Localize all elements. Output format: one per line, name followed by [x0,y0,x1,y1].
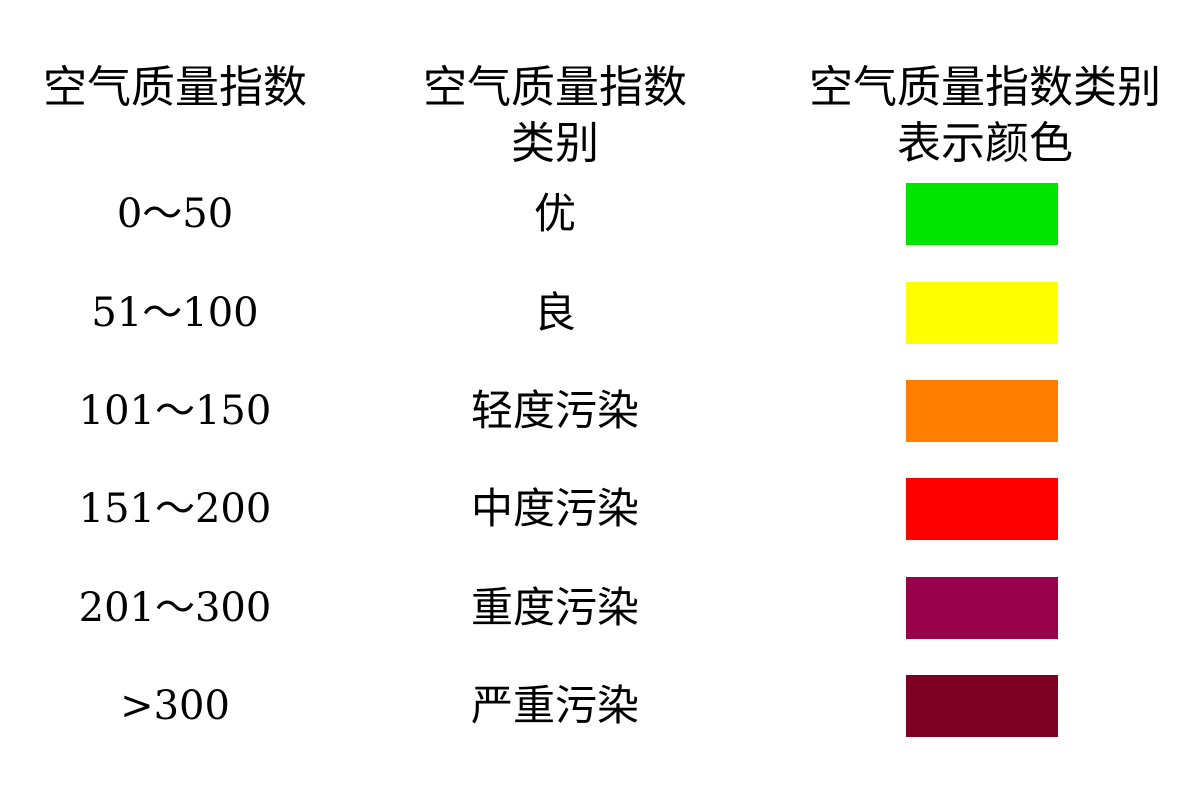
header-category-color: 空气质量指数类别 表示颜色 [809,62,1161,169]
aqi-category-cell: 轻度污染 [470,386,639,435]
aqi-range-cell: 0～50 [116,191,234,237]
table-row: 151～200 中度污染 [0,477,1200,541]
category-color-swatch [906,577,1058,639]
aqi-category-cell: 严重污染 [470,681,639,730]
header-aqi-range: 空气质量指数 [43,62,307,113]
aqi-range-cell: 151～200 [78,486,272,532]
aqi-category-cell: 重度污染 [470,583,639,632]
aqi-category-cell: 优 [533,189,576,238]
table-row: 51～100 良 [0,281,1200,345]
table-row: >300 严重污染 [0,674,1200,738]
aqi-range-cell: 51～100 [91,290,259,336]
aqi-range-cell: >300 [120,683,230,729]
aqi-range-cell: 101～150 [78,388,272,434]
category-color-swatch [906,675,1058,737]
table-row: 201～300 重度污染 [0,576,1200,640]
aqi-range-cell: 201～300 [78,585,272,631]
category-color-swatch [906,380,1058,442]
table-row: 101～150 轻度污染 [0,379,1200,443]
aqi-category-cell: 中度污染 [470,484,639,533]
aqi-category-cell: 良 [533,288,576,337]
header-aqi-category: 空气质量指数 类别 [423,62,687,169]
category-color-swatch [906,478,1058,540]
category-color-swatch [906,183,1058,245]
table-row: 0～50 优 [0,182,1200,246]
category-color-swatch [906,282,1058,344]
